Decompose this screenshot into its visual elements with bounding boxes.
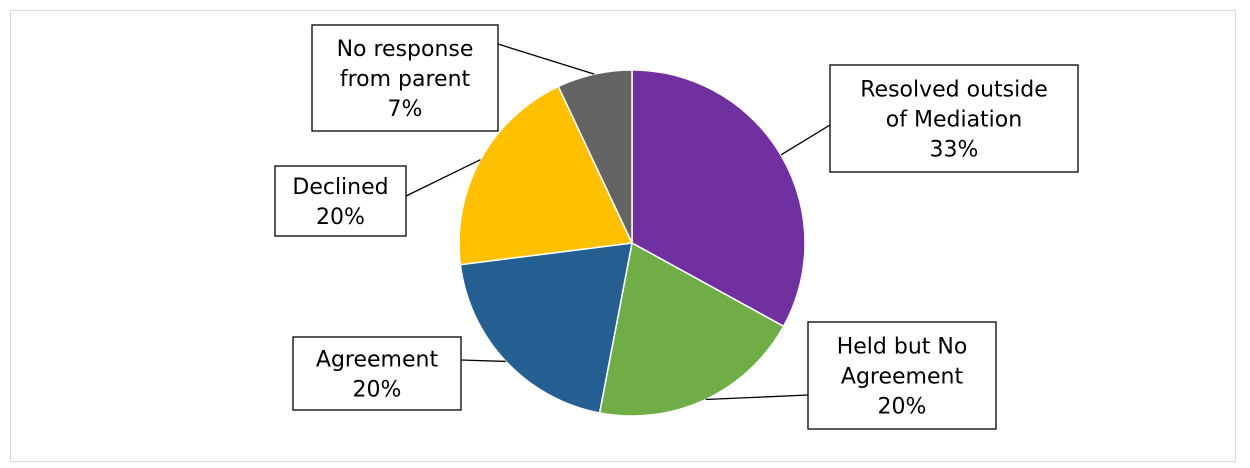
data-label-percent: 20% bbox=[316, 205, 365, 230]
data-label-category: Agreement bbox=[841, 365, 964, 390]
label-leader-line bbox=[497, 43, 595, 75]
pie-slice bbox=[557, 69, 633, 244]
label-leader-line bbox=[780, 124, 831, 156]
data-label-category: No response bbox=[337, 37, 474, 62]
data-label-percent: 7% bbox=[388, 97, 423, 122]
label-box bbox=[274, 165, 407, 237]
data-label-category: Declined bbox=[292, 175, 388, 200]
data-label-percent: 20% bbox=[353, 378, 402, 403]
label-box bbox=[807, 321, 997, 430]
label-leader-line bbox=[705, 394, 809, 401]
label-leader-line bbox=[405, 159, 481, 197]
label-box bbox=[292, 336, 462, 411]
label-box bbox=[311, 24, 499, 132]
data-label-category: of Mediation bbox=[886, 108, 1022, 133]
pie-labels: Resolved outside of Mediation 33% Held but … bbox=[274, 24, 1079, 430]
data-label-category: from parent bbox=[340, 67, 471, 92]
label-box bbox=[829, 64, 1079, 173]
data-label-category: Held but No bbox=[837, 335, 968, 360]
label-leader-line bbox=[460, 359, 506, 363]
data-label-category: Agreement bbox=[316, 348, 439, 373]
pie-slices bbox=[458, 69, 806, 417]
data-label-percent: 33% bbox=[930, 138, 979, 163]
pie-slice bbox=[631, 69, 806, 328]
data-label-category: Resolved outside bbox=[860, 78, 1047, 103]
data-label-percent: 20% bbox=[878, 395, 927, 420]
